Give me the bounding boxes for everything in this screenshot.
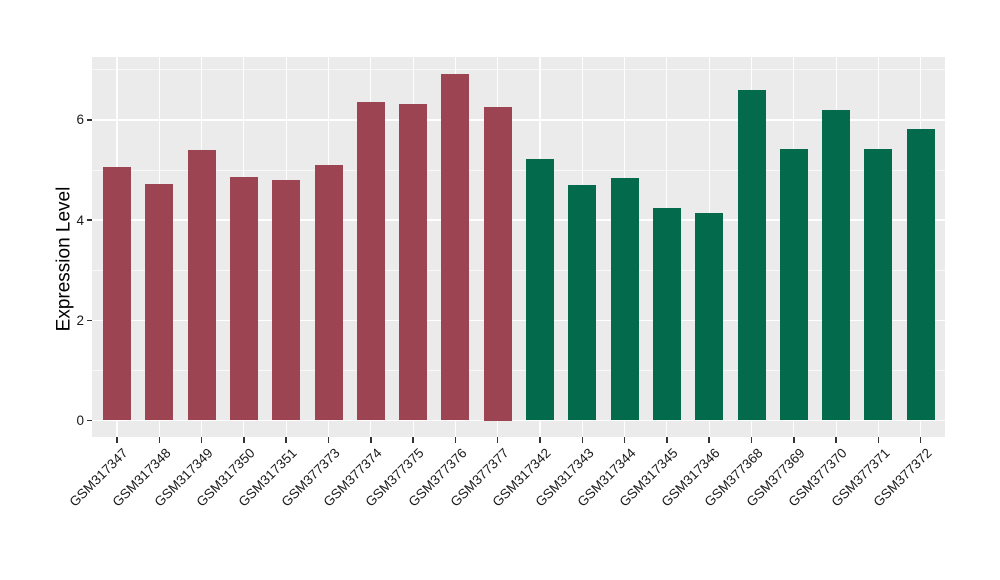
bar-GSM377368: [737, 89, 766, 421]
x-axis-tick: [158, 437, 161, 443]
y-axis-tick: [87, 119, 92, 121]
x-axis-tick: [327, 437, 330, 443]
bar-GSM317342: [526, 158, 554, 421]
bar-GSM377376: [441, 73, 470, 421]
bar-GSM377377: [483, 107, 512, 421]
horizontal-major-gridline: [92, 119, 945, 121]
horizontal-major-gridline: [92, 319, 945, 322]
x-axis-tick: [581, 437, 584, 443]
bar-GSM317348: [145, 183, 174, 421]
bar-GSM317349: [187, 150, 216, 421]
horizontal-major-gridline: [92, 419, 945, 422]
x-axis-tick: [412, 437, 414, 443]
horizontal-minor-gridline: [92, 269, 945, 271]
bar-GSM317350: [229, 176, 258, 421]
x-axis-tick: [835, 437, 837, 443]
plot-panel: [92, 57, 945, 437]
x-axis-tick: [454, 437, 457, 443]
bar-GSM377372: [906, 128, 935, 421]
bar-GSM377374: [356, 101, 385, 421]
x-axis-tick: [539, 437, 541, 443]
bar-GSM377373: [314, 164, 343, 421]
bar-GSM317347: [103, 167, 131, 421]
y-axis-title: Expression Level: [53, 186, 75, 332]
horizontal-major-gridline: [92, 219, 945, 221]
y-axis-tick: [87, 319, 92, 322]
bar-GSM377375: [399, 103, 428, 421]
horizontal-minor-gridline: [92, 69, 945, 71]
bar-GSM377370: [822, 109, 851, 421]
y-axis-tick: [87, 219, 92, 221]
x-axis-tick: [285, 437, 287, 443]
x-axis-tick: [708, 437, 710, 443]
horizontal-minor-gridline: [92, 169, 945, 171]
y-axis-tick: [87, 419, 92, 422]
x-axis-tick: [116, 437, 118, 443]
x-axis-tick: [793, 437, 795, 443]
horizontal-minor-gridline: [92, 369, 945, 371]
bar-GSM317345: [652, 208, 681, 421]
bar-GSM377369: [779, 149, 808, 421]
y-tick-label-4: 4: [76, 212, 84, 228]
bar-GSM317346: [695, 213, 724, 421]
x-axis-tick: [623, 437, 626, 443]
x-axis-tick: [370, 437, 372, 443]
x-axis-tick: [496, 437, 499, 443]
bar-GSM377371: [864, 148, 893, 421]
bar-GSM317344: [610, 178, 639, 421]
x-axis-tick: [200, 437, 203, 443]
bar-GSM317343: [568, 185, 597, 421]
y-tick-label-0: 0: [76, 413, 84, 428]
x-axis-tick: [919, 437, 922, 443]
x-axis-tick: [243, 437, 245, 443]
x-axis-tick: [750, 437, 753, 443]
x-axis-tick: [877, 437, 880, 443]
x-axis-tick: [666, 437, 668, 443]
y-tick-label-2: 2: [76, 312, 84, 328]
y-tick-label-6: 6: [76, 112, 84, 128]
bar-GSM317351: [272, 180, 301, 421]
